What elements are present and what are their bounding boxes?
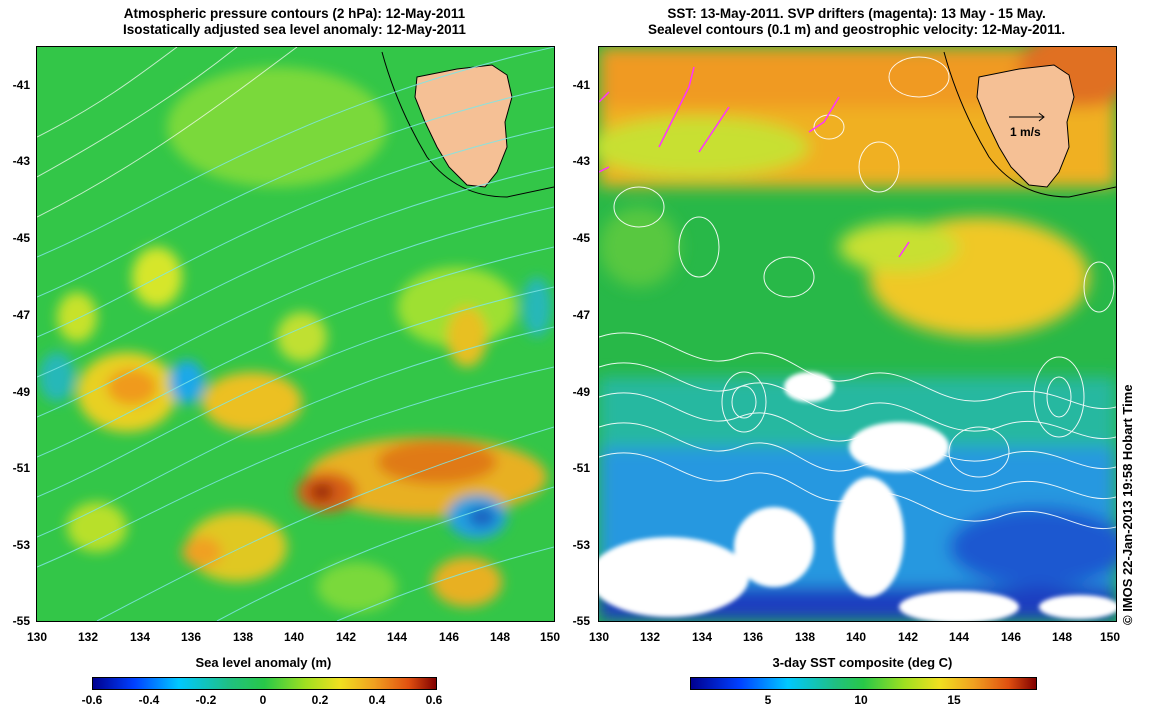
right-ytick-47: -47 [572,308,590,322]
left-xtick-138: 138 [232,630,254,644]
left-ytick-41: -41 [12,78,30,92]
left-xtick-140: 140 [283,630,305,644]
right-ytick-41: -41 [572,78,590,92]
right-xtick-136: 136 [742,630,764,644]
left-ytick-55: -55 [12,614,30,628]
right-title-line2: Sealevel contours (0.1 m) and geostrophi… [648,22,1066,37]
left-ytick-49: -49 [12,385,30,399]
right-ytick-49: -49 [572,385,590,399]
sla-tick-m06: -0.6 [81,693,103,707]
sst-tick-5: 5 [764,693,772,707]
right-xtick-148: 148 [1051,630,1073,644]
right-xtick-132: 132 [639,630,661,644]
sst-tick-10: 10 [854,693,868,707]
sla-map-svg [37,47,554,621]
left-title-line1: Atmospheric pressure contours (2 hPa): 1… [123,6,466,21]
left-xtick-148: 148 [489,630,511,644]
left-xtick-144: 144 [386,630,408,644]
sst-colorbar [690,677,1037,690]
sla-tick-m02: -0.2 [195,693,217,707]
right-xtick-144: 144 [948,630,970,644]
right-xtick-134: 134 [691,630,713,644]
sst-map-svg [599,47,1116,621]
sea-level-anomaly-map [36,46,555,622]
left-ytick-53: -53 [12,538,30,552]
left-title-line2: Isostatically adjusted sea level anomaly… [123,22,466,37]
right-ytick-55: -55 [572,614,590,628]
sla-tick-04: 0.4 [368,693,386,707]
right-xtick-142: 142 [897,630,919,644]
right-xtick-150: 150 [1099,630,1121,644]
right-title-line1: SST: 13-May-2011. SVP drifters (magenta)… [667,6,1046,21]
sla-colorbar [92,677,437,690]
velocity-scale-label: 1 m/s [1010,125,1041,139]
left-ytick-51: -51 [12,461,30,475]
left-title: Atmospheric pressure contours (2 hPa): 1… [123,6,466,38]
right-title: SST: 13-May-2011. SVP drifters (magenta)… [648,6,1065,38]
left-xtick-130: 130 [26,630,48,644]
sla-tick-02: 0.2 [311,693,329,707]
left-xtick-146: 146 [438,630,460,644]
left-xtick-134: 134 [129,630,151,644]
left-ytick-43: -43 [12,154,30,168]
right-xtick-146: 146 [1000,630,1022,644]
left-ytick-47: -47 [12,308,30,322]
left-xtick-132: 132 [77,630,99,644]
sst-map [598,46,1117,622]
right-ytick-53: -53 [572,538,590,552]
right-ytick-43: -43 [572,154,590,168]
left-ytick-45: -45 [12,231,30,245]
left-colorbar-label: Sea level anomaly (m) [195,655,332,670]
right-colorbar-label: 3-day SST composite (deg C) [772,655,953,670]
sla-tick-m04: -0.4 [138,693,160,707]
right-xtick-138: 138 [794,630,816,644]
left-xtick-136: 136 [180,630,202,644]
left-xtick-150: 150 [539,630,561,644]
right-ytick-51: -51 [572,461,590,475]
right-xtick-130: 130 [588,630,610,644]
sla-tick-0: 0 [259,693,267,707]
left-xtick-142: 142 [335,630,357,644]
credit-text: © IMOS 22-Jan-2013 19:58 Hobart Time [1120,384,1135,625]
right-xtick-140: 140 [845,630,867,644]
sst-tick-15: 15 [947,693,961,707]
right-ytick-45: -45 [572,231,590,245]
sla-tick-06: 0.6 [425,693,443,707]
